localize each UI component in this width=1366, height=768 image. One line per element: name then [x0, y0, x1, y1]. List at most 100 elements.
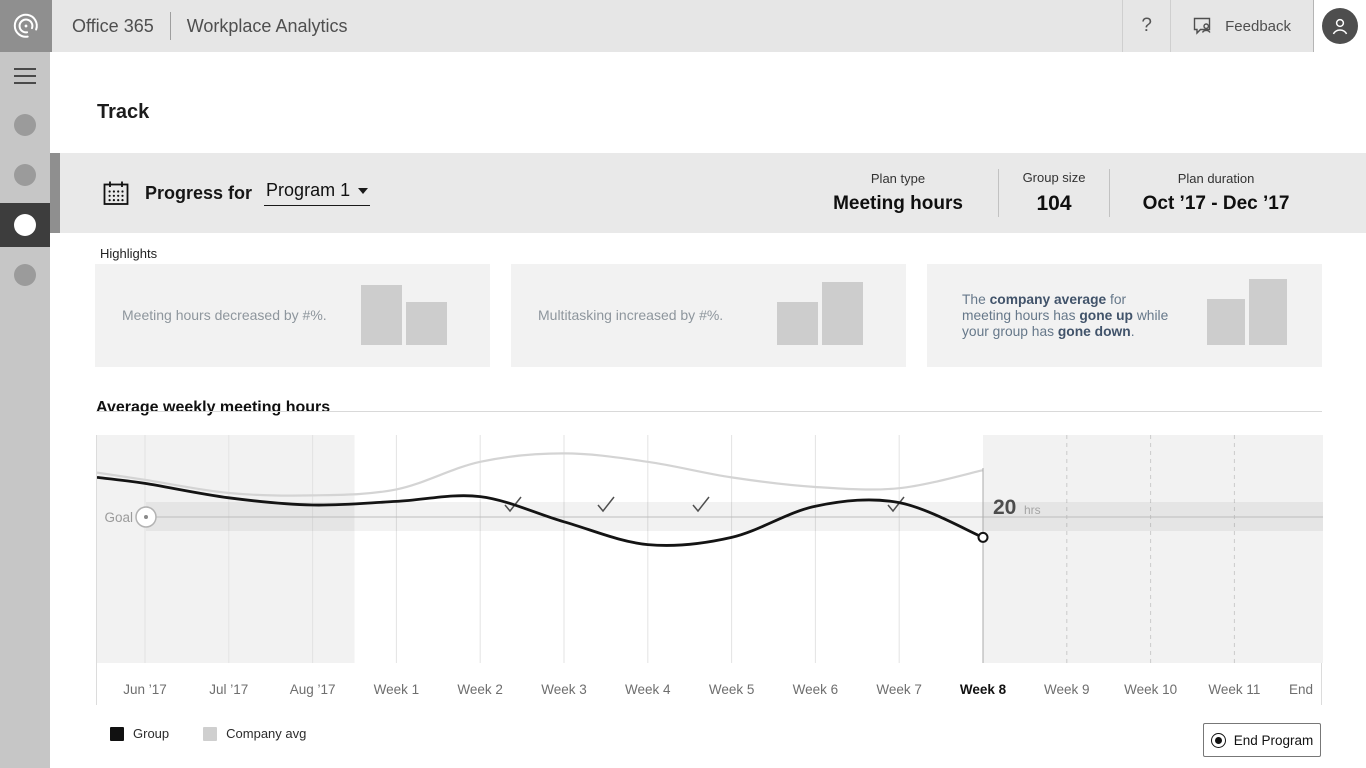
stat-value: Oct ’17 - Dec ’17 — [1142, 193, 1290, 214]
x-axis-label: Week 10 — [1124, 682, 1178, 697]
x-axis-label: Week 5 — [708, 682, 755, 697]
chart-title-rule — [96, 411, 1322, 412]
chevron-down-icon — [358, 187, 369, 194]
x-axis: Jun ’17 Jul ’17 Aug ’17 Week 1 Week 2 Week 3 W… — [97, 663, 1321, 705]
meeting-hours-chart-svg: Goal 20 hrs — [97, 435, 1323, 663]
brand-product-title: Workplace Analytics — [186, 15, 348, 36]
goal-label: Goal — [104, 510, 133, 525]
stat-plan-duration: Plan duration Oct ’17 - Dec ’17 — [1110, 171, 1322, 215]
stat-label: Group size — [1022, 170, 1086, 185]
mini-bar — [406, 302, 447, 345]
legend-swatch — [203, 726, 218, 741]
question-mark-icon: ? — [1141, 15, 1152, 36]
highlight-card-company-average: The company average for meeting hours ha… — [927, 264, 1322, 367]
plan-stats: Plan type Meeting hours Group size 104 P… — [798, 169, 1322, 217]
checkmark-icon — [504, 496, 522, 513]
stat-value: 104 — [1036, 192, 1072, 215]
end-program-button[interactable]: End Program — [1203, 723, 1321, 757]
main-content: Track Progress for Program 1 — [50, 52, 1366, 768]
mini-bar — [1207, 299, 1245, 345]
stat-value: Meeting hours — [833, 193, 963, 214]
legend-label: Company avg — [226, 726, 307, 741]
account-section — [1313, 0, 1366, 52]
chart-legend: Group Company avg — [110, 726, 306, 741]
x-axis-label: End — [1288, 682, 1314, 697]
x-axis-label: Week 6 — [792, 682, 839, 697]
highlight-cards: Meeting hours decreased by #%. Multitask… — [95, 264, 1322, 367]
highlight-card-meeting-hours: Meeting hours decreased by #%. — [95, 264, 490, 367]
x-axis-label: Week 7 — [876, 682, 922, 697]
goal-met-checkmarks — [504, 496, 905, 513]
group-line — [97, 476, 984, 547]
nav-circle-icon — [14, 164, 36, 186]
program-selector-value: Program 1 — [266, 180, 351, 200]
end-program-label: End Program — [1233, 732, 1314, 748]
x-axis-label: Week 4 — [625, 682, 671, 697]
chart-gridlines — [144, 435, 1235, 663]
x-axis-label: Week 8 — [959, 682, 1007, 697]
section-tab-marker — [50, 153, 60, 233]
x-axis-label: Aug ’17 — [289, 682, 336, 697]
stat-label: Plan type — [870, 171, 926, 186]
mini-bar — [361, 285, 402, 345]
brand: Office 365 Workplace Analytics — [72, 12, 347, 40]
nav-circle-icon — [14, 264, 36, 286]
mini-bar-chart-decrease — [361, 285, 447, 345]
goal-annotation-unit: hrs — [1024, 503, 1041, 517]
brand-office365: Office 365 — [72, 15, 154, 36]
highlight-card-multitasking: Multitasking increased by #%. — [511, 264, 906, 367]
feedback-label: Feedback — [1225, 17, 1291, 35]
company-avg-line — [97, 452, 984, 497]
feedback-button[interactable]: Feedback — [1170, 0, 1313, 52]
workplace-analytics-logo-icon — [13, 13, 38, 38]
x-axis-label: Week 9 — [1044, 682, 1090, 697]
stat-plan-type: Plan type Meeting hours — [798, 171, 998, 215]
group-line-end-marker — [977, 531, 989, 543]
x-axis-label: Jul ’17 — [209, 682, 249, 697]
sidebar — [0, 52, 50, 768]
mini-bar-chart-increase — [777, 282, 863, 345]
nav-circle-icon — [14, 214, 36, 236]
sidebar-item-2[interactable] — [0, 150, 50, 200]
checkmark-icon — [692, 496, 710, 513]
program-selector-dropdown[interactable]: Program 1 — [264, 180, 371, 206]
help-button[interactable]: ? — [1122, 0, 1170, 52]
goal-annotation-value: 20 — [993, 496, 1016, 519]
highlights-label: Highlights — [100, 246, 158, 261]
mini-bar-chart-increase — [1207, 279, 1287, 345]
app-logo[interactable] — [0, 0, 52, 52]
x-axis-label: Week 3 — [541, 682, 587, 697]
avatar-button[interactable] — [1322, 8, 1358, 44]
radio-filled-icon — [1210, 732, 1226, 748]
sidebar-item-4[interactable] — [0, 250, 50, 300]
stat-label: Plan duration — [1177, 171, 1255, 186]
topbar: Office 365 Workplace Analytics ? Feedbac… — [0, 0, 1366, 52]
highlight-text: Multitasking increased by #%. — [538, 307, 724, 324]
x-axis-label: Week 2 — [457, 682, 503, 697]
hamburger-icon — [14, 68, 36, 70]
chart-regions — [97, 435, 1323, 663]
mini-bar — [777, 302, 818, 345]
stat-divider — [998, 169, 999, 217]
person-icon — [1332, 18, 1348, 35]
page-title: Track — [97, 101, 150, 124]
legend-swatch — [110, 726, 124, 741]
meeting-hours-chart: Goal 20 hrs Jun ’17 Jul ’17 Aug ’17 Week 1 W… — [96, 435, 1323, 705]
mini-bar — [822, 282, 863, 345]
feedback-chat-icon — [1193, 17, 1211, 35]
mini-bar — [1249, 279, 1287, 345]
x-axis-label: Jun ’17 — [123, 682, 167, 697]
hamburger-menu-button[interactable] — [0, 52, 50, 92]
legend-item: Group — [110, 726, 169, 741]
sidebar-item-track-active[interactable] — [0, 203, 50, 247]
program-header: Progress for Program 1 Plan type Meeting… — [60, 153, 1366, 233]
stat-group-size: Group size 104 — [999, 170, 1109, 216]
checkmark-icon — [597, 496, 615, 513]
x-axis-label: Week 1 — [373, 682, 420, 697]
sidebar-item-1[interactable] — [0, 100, 50, 150]
goal-marker-handle[interactable] — [135, 506, 157, 528]
sidebar-nav — [0, 100, 50, 300]
nav-circle-icon — [14, 114, 36, 136]
chart-title: Average weekly meeting hours — [96, 399, 331, 417]
highlight-text: Meeting hours decreased by #%. — [122, 307, 327, 324]
